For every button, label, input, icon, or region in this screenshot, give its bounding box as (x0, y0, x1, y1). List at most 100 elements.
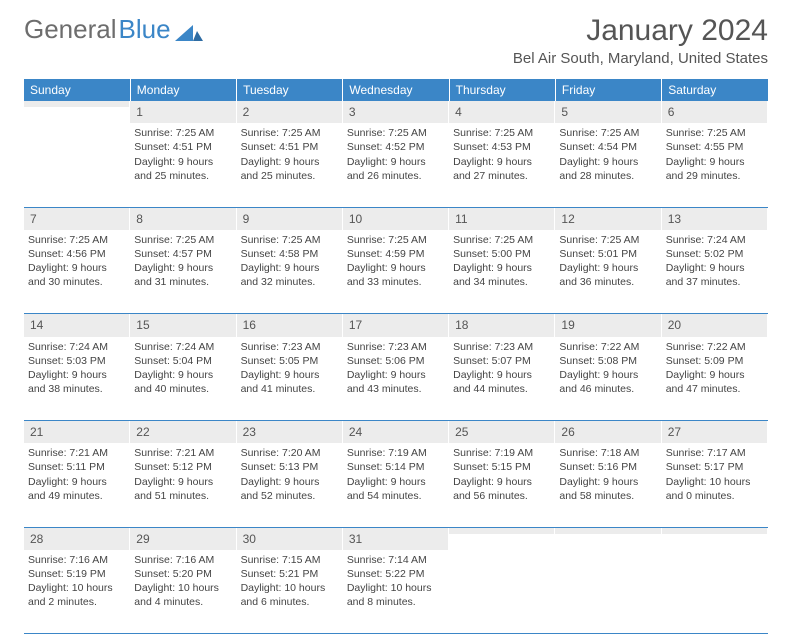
daylight-text: Daylight: 9 hours and 38 minutes. (28, 368, 126, 396)
daylight-text: Daylight: 10 hours and 6 minutes. (241, 581, 339, 609)
sunrise-text: Sunrise: 7:20 AM (241, 446, 339, 460)
sunrise-text: Sunrise: 7:23 AM (241, 340, 339, 354)
day-cell: Sunrise: 7:23 AMSunset: 5:07 PMDaylight:… (449, 337, 555, 421)
day-number: 5 (555, 101, 661, 123)
day-number (24, 101, 130, 107)
daynum-row: 78910111213 (24, 207, 768, 230)
day-number: 2 (237, 101, 343, 123)
day-number: 1 (130, 101, 236, 123)
sunset-text: Sunset: 4:59 PM (347, 247, 445, 261)
sunset-text: Sunset: 4:56 PM (28, 247, 126, 261)
sunrise-text: Sunrise: 7:16 AM (134, 553, 232, 567)
day-cell: Sunrise: 7:24 AMSunset: 5:03 PMDaylight:… (24, 337, 130, 421)
daylight-text: Daylight: 9 hours and 28 minutes. (559, 155, 657, 183)
sunset-text: Sunset: 5:11 PM (28, 460, 126, 474)
day-cell: Sunrise: 7:25 AMSunset: 4:54 PMDaylight:… (555, 123, 661, 207)
day-number: 3 (343, 101, 449, 123)
day-number: 13 (662, 208, 768, 230)
daylight-text: Daylight: 9 hours and 49 minutes. (28, 475, 126, 503)
daylight-text: Daylight: 9 hours and 31 minutes. (134, 261, 232, 289)
sunrise-text: Sunrise: 7:22 AM (559, 340, 657, 354)
daylight-text: Daylight: 10 hours and 8 minutes. (347, 581, 445, 609)
daylight-text: Daylight: 10 hours and 4 minutes. (134, 581, 232, 609)
day-cell: Sunrise: 7:18 AMSunset: 5:16 PMDaylight:… (555, 443, 661, 527)
day-number: 31 (343, 528, 449, 550)
day-number: 18 (449, 314, 555, 336)
day-cell: Sunrise: 7:17 AMSunset: 5:17 PMDaylight:… (662, 443, 768, 527)
sunset-text: Sunset: 5:20 PM (134, 567, 232, 581)
day-number: 15 (130, 314, 236, 336)
sunset-text: Sunset: 5:15 PM (453, 460, 551, 474)
logo-text-1: General (24, 14, 117, 45)
sunrise-text: Sunrise: 7:25 AM (134, 126, 232, 140)
daylight-text: Daylight: 9 hours and 56 minutes. (453, 475, 551, 503)
sunrise-text: Sunrise: 7:25 AM (134, 233, 232, 247)
sunset-text: Sunset: 4:52 PM (347, 140, 445, 154)
day-cell: Sunrise: 7:25 AMSunset: 4:55 PMDaylight:… (662, 123, 768, 207)
day-cell: Sunrise: 7:25 AMSunset: 4:58 PMDaylight:… (237, 230, 343, 314)
sunrise-text: Sunrise: 7:23 AM (453, 340, 551, 354)
daylight-text: Daylight: 9 hours and 27 minutes. (453, 155, 551, 183)
day-number: 7 (24, 208, 130, 230)
day-cell: Sunrise: 7:25 AMSunset: 4:52 PMDaylight:… (343, 123, 449, 207)
day-cell: Sunrise: 7:25 AMSunset: 4:59 PMDaylight:… (343, 230, 449, 314)
sunset-text: Sunset: 5:07 PM (453, 354, 551, 368)
sunset-text: Sunset: 5:08 PM (559, 354, 657, 368)
day-cell: Sunrise: 7:22 AMSunset: 5:08 PMDaylight:… (555, 337, 661, 421)
day-number: 27 (662, 421, 768, 443)
day-number: 19 (555, 314, 661, 336)
sunrise-text: Sunrise: 7:24 AM (28, 340, 126, 354)
day-cell (662, 550, 768, 634)
week-row: Sunrise: 7:25 AMSunset: 4:56 PMDaylight:… (24, 230, 768, 314)
day-number: 26 (555, 421, 661, 443)
sunrise-text: Sunrise: 7:25 AM (241, 126, 339, 140)
sunset-text: Sunset: 5:14 PM (347, 460, 445, 474)
sunset-text: Sunset: 4:58 PM (241, 247, 339, 261)
sunset-text: Sunset: 5:05 PM (241, 354, 339, 368)
daylight-text: Daylight: 9 hours and 52 minutes. (241, 475, 339, 503)
sunrise-text: Sunrise: 7:21 AM (134, 446, 232, 460)
day-cell: Sunrise: 7:16 AMSunset: 5:19 PMDaylight:… (24, 550, 130, 634)
sunset-text: Sunset: 5:01 PM (559, 247, 657, 261)
sunset-text: Sunset: 4:54 PM (559, 140, 657, 154)
daylight-text: Daylight: 9 hours and 26 minutes. (347, 155, 445, 183)
day-number (449, 528, 555, 534)
daylight-text: Daylight: 10 hours and 0 minutes. (666, 475, 764, 503)
daynum-row: 14151617181920 (24, 314, 768, 337)
week-row: Sunrise: 7:24 AMSunset: 5:03 PMDaylight:… (24, 337, 768, 421)
day-cell: Sunrise: 7:16 AMSunset: 5:20 PMDaylight:… (130, 550, 236, 634)
weekday-header: Friday (555, 79, 661, 101)
sunset-text: Sunset: 5:12 PM (134, 460, 232, 474)
sunrise-text: Sunrise: 7:17 AM (666, 446, 764, 460)
day-number: 29 (130, 528, 236, 550)
sunrise-text: Sunrise: 7:25 AM (241, 233, 339, 247)
daylight-text: Daylight: 9 hours and 54 minutes. (347, 475, 445, 503)
month-title: January 2024 (513, 14, 768, 48)
day-number: 20 (662, 314, 768, 336)
day-number: 8 (130, 208, 236, 230)
calendar-table: SundayMondayTuesdayWednesdayThursdayFrid… (24, 79, 768, 634)
day-cell: Sunrise: 7:21 AMSunset: 5:12 PMDaylight:… (130, 443, 236, 527)
sunrise-text: Sunrise: 7:24 AM (134, 340, 232, 354)
day-cell: Sunrise: 7:21 AMSunset: 5:11 PMDaylight:… (24, 443, 130, 527)
logo: GeneralBlue (24, 14, 203, 45)
daylight-text: Daylight: 9 hours and 44 minutes. (453, 368, 551, 396)
sunset-text: Sunset: 5:03 PM (28, 354, 126, 368)
daylight-text: Daylight: 9 hours and 32 minutes. (241, 261, 339, 289)
day-cell: Sunrise: 7:14 AMSunset: 5:22 PMDaylight:… (343, 550, 449, 634)
daylight-text: Daylight: 9 hours and 51 minutes. (134, 475, 232, 503)
sunrise-text: Sunrise: 7:25 AM (28, 233, 126, 247)
title-block: January 2024 Bel Air South, Maryland, Un… (513, 14, 768, 67)
day-cell: Sunrise: 7:23 AMSunset: 5:05 PMDaylight:… (237, 337, 343, 421)
day-cell: Sunrise: 7:19 AMSunset: 5:14 PMDaylight:… (343, 443, 449, 527)
sunset-text: Sunset: 5:06 PM (347, 354, 445, 368)
day-number: 6 (662, 101, 768, 123)
sunrise-text: Sunrise: 7:25 AM (347, 233, 445, 247)
day-number (555, 528, 661, 534)
sunset-text: Sunset: 4:51 PM (241, 140, 339, 154)
sunset-text: Sunset: 4:57 PM (134, 247, 232, 261)
day-cell: Sunrise: 7:24 AMSunset: 5:04 PMDaylight:… (130, 337, 236, 421)
sunrise-text: Sunrise: 7:16 AM (28, 553, 126, 567)
sunset-text: Sunset: 5:19 PM (28, 567, 126, 581)
sunset-text: Sunset: 5:21 PM (241, 567, 339, 581)
